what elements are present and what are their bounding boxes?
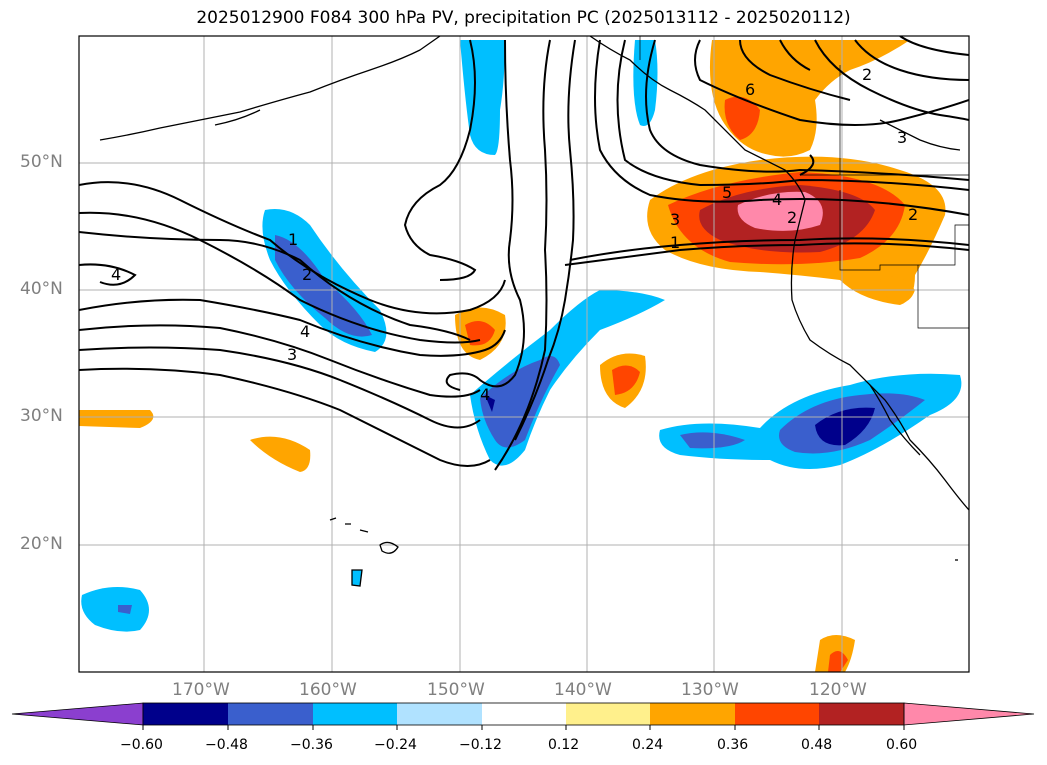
colorbar (11, 702, 1035, 730)
contour-label: 2 (787, 208, 797, 227)
longitude-label: 150°W (427, 680, 485, 700)
contour-label: 4 (480, 385, 490, 404)
contour-label: 5 (722, 183, 732, 202)
colorbar-tick-label: −0.60 (120, 737, 163, 753)
contour-label: 4 (111, 265, 121, 284)
colorbar-tick-label: −0.36 (290, 737, 333, 753)
contour-label: 4 (772, 190, 782, 209)
contour-label: 6 (745, 80, 755, 99)
longitude-label: 170°W (172, 680, 230, 700)
positive-anomaly-patch (79, 410, 154, 428)
positive-anomaly-patch (250, 436, 311, 472)
latitude-label: 50°N (20, 152, 63, 172)
coastlines (99, 36, 969, 587)
longitude-label: 160°W (299, 680, 357, 700)
colorbar-tick-label: 0.24 (632, 737, 664, 753)
longitude-label: 130°W (681, 680, 739, 700)
contour-label: 3 (670, 210, 680, 229)
longitude-label: 120°W (809, 680, 867, 700)
contour-label: 2 (908, 205, 918, 224)
contour-label: 4 (300, 322, 310, 341)
colorbar-tick-label: 0.12 (548, 737, 580, 753)
contour-label: 1 (288, 230, 298, 249)
colorbar-tick-label: 0.60 (886, 737, 918, 753)
colorbar-tick-label: 0.36 (717, 737, 749, 753)
colorbar-tick-label: −0.12 (459, 737, 502, 753)
latitude-label: 30°N (20, 406, 63, 426)
colorbar-tick-label: −0.48 (205, 737, 248, 753)
latitude-label: 20°N (20, 534, 63, 554)
colorbar-tick-label: 0.48 (801, 737, 833, 753)
pv-contours (79, 36, 969, 471)
map-plot-area: 1 2 3 4 4 4 1 3 5 4 2 6 2 3 2 (79, 36, 969, 672)
negative-anomaly-region (633, 40, 658, 126)
map-frame (78, 35, 970, 673)
contour-label: 1 (670, 233, 680, 252)
latitude-label: 40°N (20, 279, 63, 299)
negative-anomaly-region (460, 40, 505, 155)
contour-label-group: 1 2 3 4 4 4 1 3 5 4 2 6 2 3 2 (111, 65, 918, 404)
negative-anomaly-region (81, 586, 149, 632)
contour-label: 3 (287, 345, 297, 364)
map-title: 2025012900 F084 300 hPa PV, precipitatio… (196, 8, 851, 28)
contour-label: 3 (897, 128, 907, 147)
colorbar-extend-high (903, 702, 1035, 726)
colorbar-extend-low (11, 702, 144, 726)
contour-label: 2 (862, 65, 872, 84)
colorbar-tick-label: −0.24 (374, 737, 417, 753)
contour-label: 2 (302, 265, 312, 284)
longitude-label: 140°W (554, 680, 612, 700)
